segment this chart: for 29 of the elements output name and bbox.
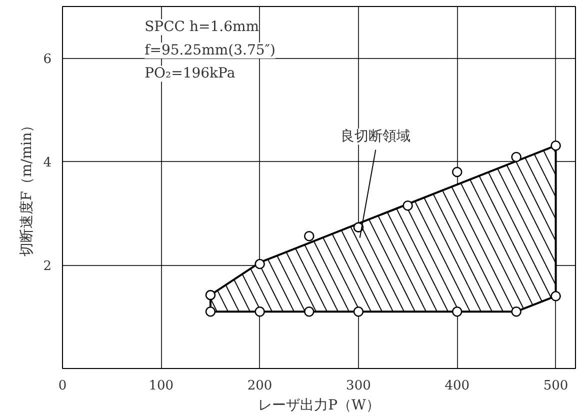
y-axis-title: 切断速度F（m/min） bbox=[19, 118, 36, 257]
point bbox=[402, 200, 413, 211]
x-tick-label: 200 bbox=[247, 378, 272, 394]
point bbox=[511, 152, 522, 162]
x-tick-label: 400 bbox=[444, 378, 470, 394]
point bbox=[550, 140, 561, 151]
y-tick-label: 2 bbox=[43, 259, 52, 274]
point bbox=[205, 306, 216, 317]
annotation: SPCC h=1.6mm bbox=[144, 19, 260, 36]
annotation: f=95.25mm(3.75″) bbox=[144, 42, 276, 58]
point bbox=[353, 306, 364, 317]
annotation: PO₂=196kPa bbox=[144, 66, 236, 82]
point bbox=[304, 230, 314, 242]
x-tick-label: 0 bbox=[58, 378, 67, 394]
point bbox=[550, 290, 561, 302]
y-tick-label: 4 bbox=[43, 156, 52, 171]
point bbox=[511, 306, 522, 317]
point bbox=[254, 258, 265, 270]
x-tick-label: 100 bbox=[148, 378, 174, 394]
y-tick-label: 6 bbox=[43, 52, 52, 68]
point bbox=[205, 290, 216, 300]
point bbox=[304, 306, 314, 317]
x-tick-label: 500 bbox=[543, 378, 568, 394]
point bbox=[452, 166, 462, 178]
x-axis-title: レーザ出力P（W） bbox=[258, 398, 380, 414]
point bbox=[254, 306, 265, 317]
x-tick-label: 300 bbox=[346, 378, 371, 394]
point bbox=[452, 306, 462, 317]
annotation: 良切断領域 bbox=[340, 128, 411, 145]
